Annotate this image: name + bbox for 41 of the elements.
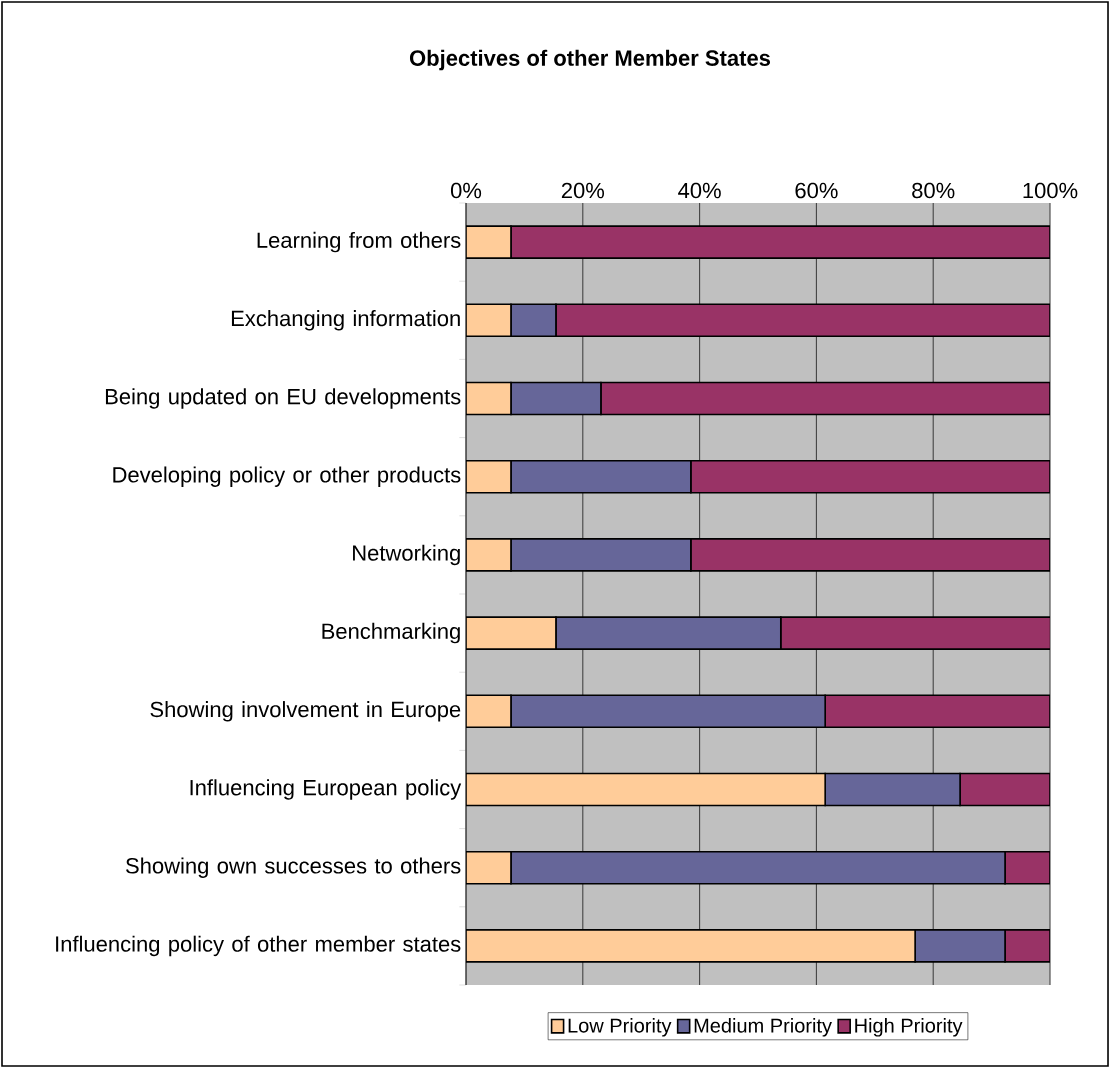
- y-tick-label: Showing involvement in Europe: [150, 701, 461, 722]
- legend-label: Low Priority: [568, 1017, 672, 1037]
- bar: [1004, 929, 1050, 963]
- bar: [959, 772, 1050, 807]
- x-tick-label: 100%: [1023, 182, 1078, 199]
- bar: [466, 538, 512, 572]
- y-tick-label: Developing policy or other products: [113, 466, 461, 487]
- legend-label: Medium Priority: [694, 1017, 832, 1037]
- bar: [555, 616, 782, 650]
- bar: [466, 694, 512, 729]
- bar: [824, 694, 1050, 729]
- bar: [466, 225, 512, 259]
- y-tick-label: Being updated on EU developments: [105, 388, 461, 409]
- legend-label: High Priority: [855, 1017, 963, 1037]
- bar: [600, 381, 1050, 416]
- y-tick-label: Benchmarking: [322, 622, 460, 644]
- bar: [466, 381, 512, 416]
- bar: [510, 225, 1050, 259]
- bar: [466, 303, 512, 338]
- bar: [466, 772, 826, 807]
- y-tick-label: Influencing European policy: [190, 779, 462, 800]
- bar: [690, 538, 1050, 572]
- bar: [555, 303, 1050, 338]
- x-tick-label: 80%: [912, 182, 955, 199]
- bar: [466, 850, 512, 885]
- bar: [779, 616, 1050, 650]
- y-tick-label: Exchanging information: [231, 310, 460, 331]
- bar: [466, 929, 916, 963]
- bar: [690, 459, 1050, 494]
- bar: [466, 459, 512, 494]
- y-tick-label: Influencing policy of other member states: [56, 935, 461, 957]
- x-tick-label: 40%: [678, 182, 721, 199]
- chart-title: Objectives of other Member States: [409, 49, 771, 71]
- y-tick-label: Showing own successes to others: [126, 857, 461, 878]
- x-tick-label: 20%: [561, 182, 605, 199]
- y-tick-label: Learning from others: [257, 231, 461, 253]
- x-tick-label: 0%: [450, 182, 482, 199]
- y-tick-label: Networking: [353, 544, 460, 566]
- bar: [1004, 850, 1050, 885]
- bar: [466, 616, 557, 650]
- x-tick-label: 60%: [795, 182, 838, 199]
